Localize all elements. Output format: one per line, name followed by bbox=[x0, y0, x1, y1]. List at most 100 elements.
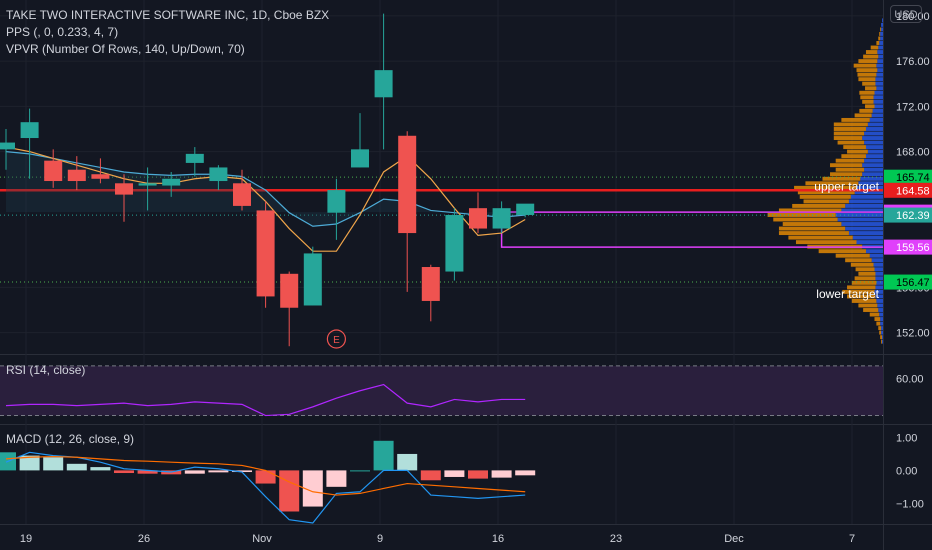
volume-profile-up bbox=[864, 167, 883, 172]
candle-down bbox=[44, 160, 63, 182]
volume-profile-up bbox=[865, 249, 883, 254]
volume-profile-up bbox=[876, 63, 883, 68]
macd-histogram-bar bbox=[90, 467, 111, 471]
volume-profile-up bbox=[875, 285, 883, 290]
price-label-text: 165.74 bbox=[896, 172, 930, 184]
candle-up bbox=[516, 203, 535, 215]
volume-profile-down bbox=[878, 36, 881, 41]
volume-profile-up bbox=[877, 68, 883, 73]
volume-profile-up bbox=[876, 280, 883, 285]
volume-profile-down bbox=[830, 172, 863, 177]
candle-up bbox=[303, 253, 322, 306]
volume-profile-up bbox=[874, 104, 883, 109]
currency-button[interactable]: USD bbox=[890, 5, 922, 23]
x-tick-label: Dec bbox=[724, 533, 744, 545]
volume-profile-up bbox=[873, 99, 883, 104]
volume-profile-up bbox=[862, 136, 883, 140]
volume-profile-up bbox=[869, 253, 883, 258]
volume-profile-down bbox=[818, 249, 866, 254]
volume-profile-up bbox=[848, 199, 883, 204]
volume-profile-down bbox=[858, 59, 878, 64]
volume-profile-down bbox=[851, 280, 877, 285]
volume-profile-down bbox=[833, 131, 865, 136]
volume-profile-down bbox=[847, 149, 868, 154]
volume-profile-down bbox=[880, 335, 883, 340]
candle-up bbox=[492, 208, 511, 229]
price-label-box bbox=[884, 182, 932, 198]
volume-profile-down bbox=[853, 63, 877, 68]
earnings-marker-label: E bbox=[333, 335, 340, 346]
volume-profile-down bbox=[862, 81, 876, 86]
macd-tick-label: 1.00 bbox=[896, 433, 917, 445]
vpvr-legend: VPVR (Number Of Rows, 140, Up/Down, 70) bbox=[6, 42, 245, 56]
volume-profile-up bbox=[854, 190, 883, 195]
volume-profile-down bbox=[874, 317, 881, 322]
volume-profile-up bbox=[841, 222, 883, 226]
volume-profile-up bbox=[856, 240, 883, 245]
volume-profile-down bbox=[778, 231, 849, 236]
candle-up bbox=[0, 142, 15, 150]
macd-histogram-bar bbox=[43, 457, 64, 471]
volume-profile-down bbox=[835, 167, 865, 172]
volume-profile-down bbox=[782, 222, 842, 226]
volume-profile-up bbox=[837, 217, 883, 222]
volume-profile-down bbox=[778, 208, 842, 213]
volume-profile-up bbox=[876, 298, 883, 303]
x-tick-label: 7 bbox=[849, 533, 855, 545]
rsi-title: RSI (14, close) bbox=[6, 363, 85, 377]
volume-profile-down bbox=[860, 95, 874, 100]
candle-up bbox=[185, 153, 204, 163]
volume-profile-down bbox=[865, 50, 878, 55]
volume-profile-down bbox=[773, 217, 838, 222]
volume-profile-down bbox=[833, 136, 863, 140]
candle-up bbox=[351, 149, 369, 168]
volume-profile-down bbox=[865, 104, 875, 109]
volume-profile-down bbox=[854, 276, 876, 281]
volume-profile-down bbox=[805, 181, 859, 186]
macd-histogram-bar bbox=[66, 463, 87, 471]
volume-profile-up bbox=[865, 145, 883, 150]
volume-profile-down bbox=[833, 127, 866, 131]
macd-tick-label: −1.00 bbox=[896, 498, 924, 510]
volume-profile-up bbox=[864, 131, 883, 136]
volume-profile-up bbox=[876, 86, 883, 91]
volume-profile-down bbox=[795, 240, 857, 245]
volume-profile-up bbox=[879, 312, 883, 317]
volume-profile-up bbox=[875, 294, 883, 299]
volume-profile-down bbox=[797, 190, 855, 195]
volume-profile-up bbox=[875, 77, 883, 82]
volume-profile-down bbox=[870, 45, 879, 50]
x-tick-label: Nov bbox=[252, 533, 272, 545]
pps-legend: PPS (, 0, 0.233, 4, 7) bbox=[6, 25, 119, 39]
volume-profile-up bbox=[882, 335, 883, 340]
macd-histogram-bar bbox=[184, 470, 205, 474]
candle-down bbox=[115, 183, 133, 195]
ema-fill bbox=[6, 151, 526, 227]
volume-profile-up bbox=[864, 140, 883, 145]
candle-up bbox=[138, 183, 157, 186]
earnings-marker bbox=[326, 329, 346, 349]
volume-profile-down bbox=[865, 86, 877, 91]
volume-profile-down bbox=[856, 68, 878, 73]
volume-profile-up bbox=[862, 163, 883, 168]
candle-up bbox=[162, 178, 181, 186]
macd-tick-label: 0.00 bbox=[896, 465, 917, 477]
price-label-text: 164.58 bbox=[896, 185, 930, 197]
volume-profile-up bbox=[876, 72, 883, 77]
candle-up bbox=[327, 190, 346, 213]
volume-profile-up bbox=[877, 59, 883, 64]
candle-up bbox=[445, 214, 464, 272]
volume-profile-up bbox=[862, 172, 883, 177]
y-tick-label: 168.00 bbox=[896, 147, 930, 159]
candle-up bbox=[20, 122, 39, 139]
volume-profile-down bbox=[876, 41, 880, 45]
volume-profile-up bbox=[880, 31, 883, 36]
volume-profile-up bbox=[845, 203, 883, 208]
volume-profile-up bbox=[871, 113, 883, 118]
y-tick-label: 172.00 bbox=[896, 101, 930, 113]
volume-profile-down bbox=[841, 117, 870, 122]
volume-profile-down bbox=[858, 303, 878, 308]
volume-profile-up bbox=[881, 22, 883, 27]
chart-title: TAKE TWO INTERACTIVE SOFTWARE INC, 1D, C… bbox=[6, 8, 330, 22]
